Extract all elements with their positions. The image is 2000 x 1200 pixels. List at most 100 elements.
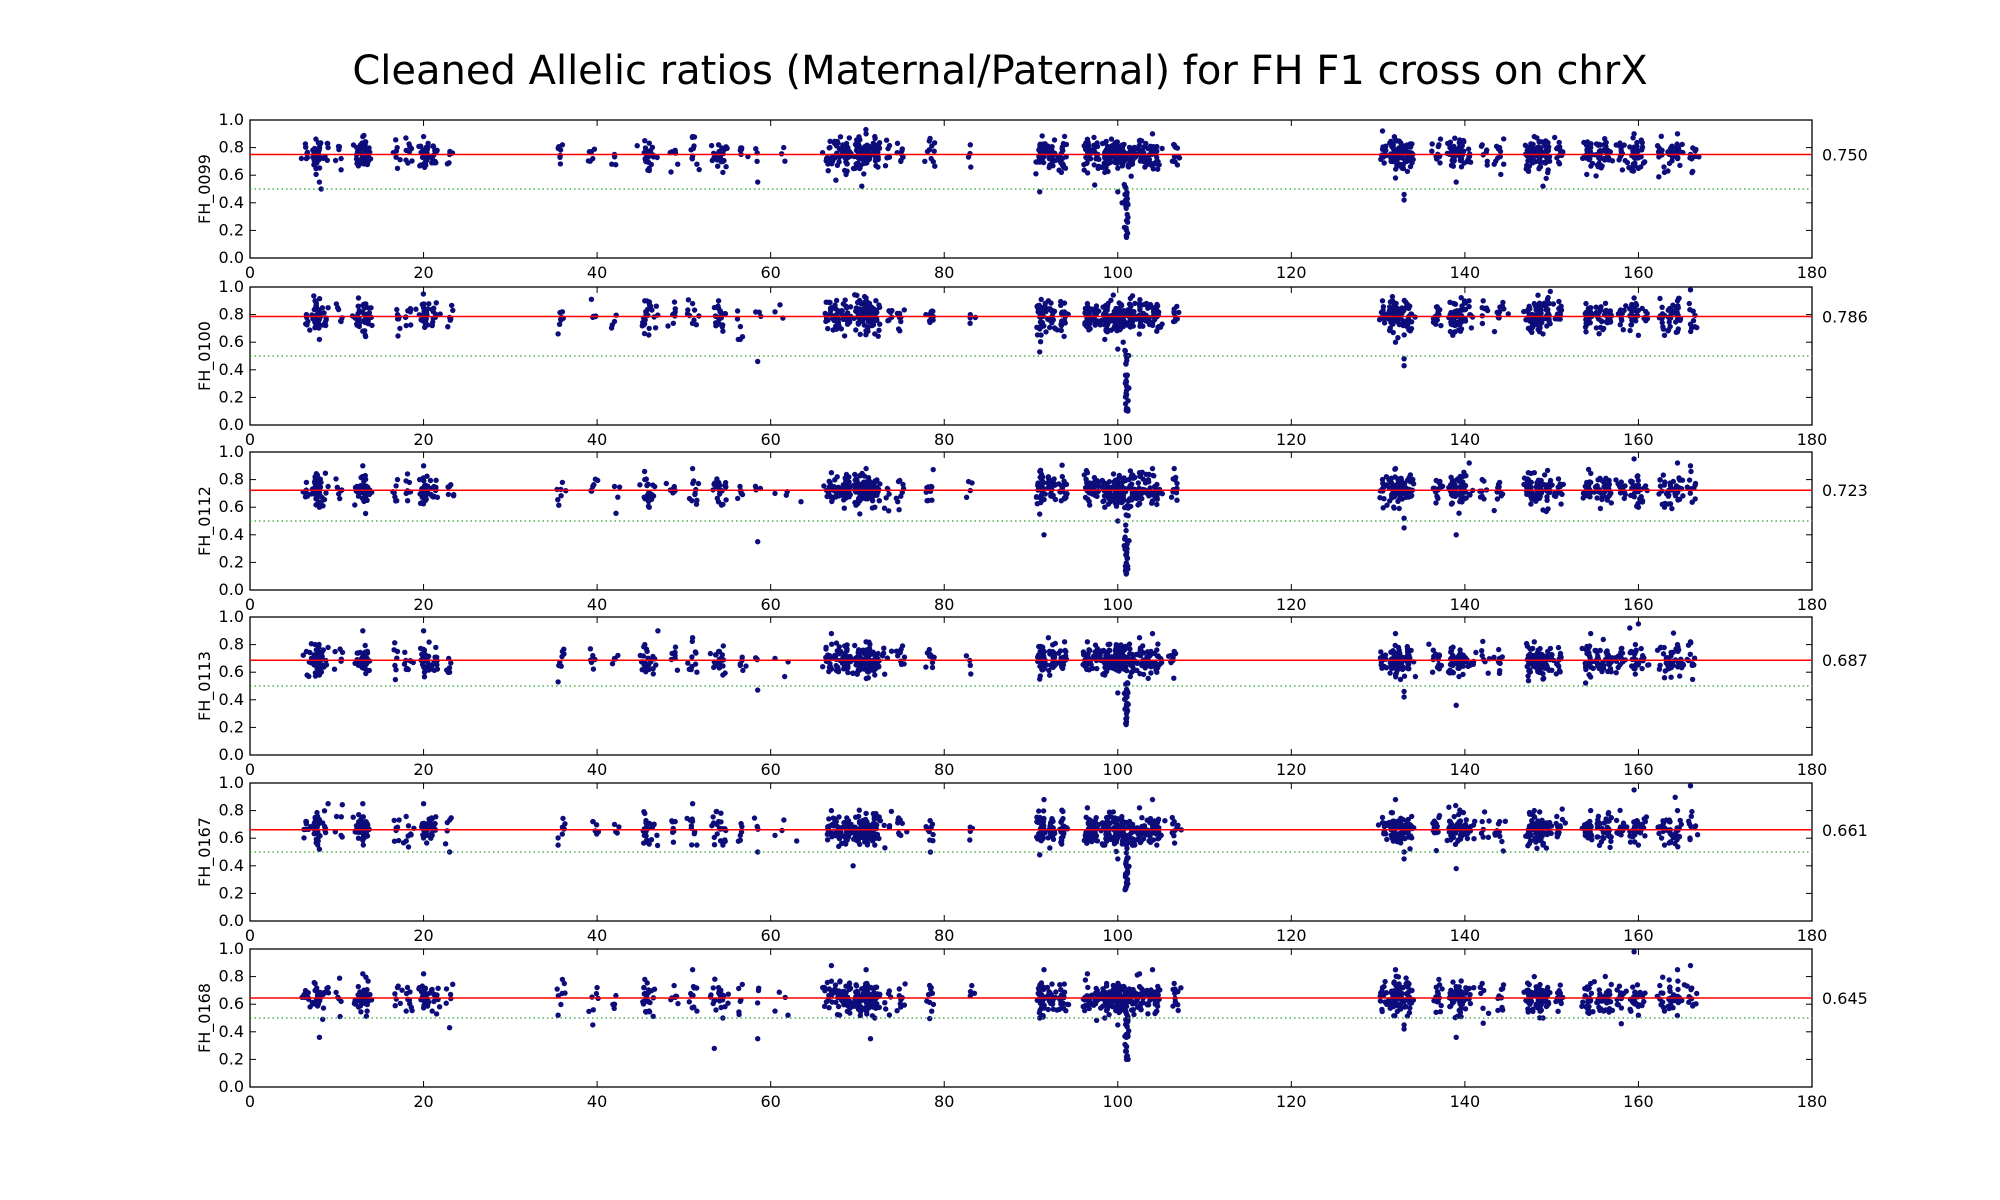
data-point: [425, 322, 431, 328]
data-point: [1661, 332, 1668, 338]
data-point: [590, 314, 596, 321]
data-point: [1048, 491, 1054, 497]
data-point: [1529, 144, 1536, 150]
data-point: [844, 161, 850, 167]
data-point: [1037, 495, 1044, 501]
data-point: [1491, 328, 1498, 335]
data-point: [421, 674, 428, 680]
data-point: [313, 321, 319, 328]
data-point: [394, 306, 400, 313]
y-axis-label: FH_0100: [195, 321, 215, 391]
data-point: [1082, 320, 1088, 326]
data-point: [972, 314, 979, 321]
data-point: [1392, 175, 1399, 181]
data-point: [720, 322, 726, 328]
data-point: [896, 507, 902, 513]
data-point: [1085, 651, 1091, 657]
data-point: [1035, 303, 1041, 309]
data-point: [1083, 476, 1089, 482]
data-point: [1544, 497, 1550, 503]
data-point: [429, 160, 435, 166]
data-point: [588, 659, 595, 666]
y-tick-label: 0.6: [219, 497, 244, 516]
data-point: [1401, 525, 1407, 531]
data-point: [1123, 643, 1129, 649]
data-point: [755, 358, 761, 365]
data-point: [1137, 305, 1143, 311]
data-point: [1132, 300, 1138, 307]
data-point: [1159, 145, 1165, 152]
y-tick-label: 1.0: [219, 442, 244, 461]
data-point: [873, 652, 879, 658]
x-tick-label: 20: [413, 263, 433, 282]
data-point: [1123, 522, 1129, 528]
data-point: [1588, 305, 1594, 311]
data-point: [356, 323, 362, 330]
data-point: [1429, 669, 1436, 675]
data-point: [1479, 320, 1486, 327]
data-point: [1061, 639, 1068, 645]
data-point: [924, 148, 931, 155]
data-point: [1593, 325, 1600, 331]
data-point: [1093, 303, 1100, 309]
data-point: [1593, 173, 1599, 179]
data-point: [1468, 325, 1475, 331]
data-point: [1102, 169, 1108, 176]
data-point: [855, 310, 861, 317]
data-point: [1588, 470, 1594, 477]
data-point: [425, 653, 432, 659]
data-point: [437, 311, 443, 317]
x-tick-label: 0: [245, 263, 255, 282]
data-point: [1496, 144, 1503, 151]
data-point: [645, 481, 651, 487]
data-point: [1633, 318, 1639, 324]
data-point: [829, 641, 835, 647]
data-point: [856, 648, 862, 655]
data-point: [311, 162, 317, 168]
data-point: [1523, 640, 1530, 647]
data-point: [352, 484, 359, 491]
data-point: [720, 328, 726, 334]
data-point: [898, 318, 904, 325]
data-point: [422, 497, 429, 504]
data-point: [1640, 160, 1647, 166]
data-point: [1621, 489, 1628, 496]
data-point: [395, 316, 402, 322]
data-point: [753, 146, 759, 152]
data-point: [1169, 158, 1176, 164]
data-point: [1525, 470, 1532, 476]
data-point: [1433, 321, 1439, 327]
data-point: [1100, 647, 1107, 654]
y-tick-label: 0.2: [219, 387, 244, 406]
data-point: [884, 155, 890, 161]
data-point: [694, 161, 700, 167]
data-point: [863, 465, 869, 472]
data-point: [325, 140, 331, 147]
data-point: [670, 320, 676, 326]
data-point: [450, 307, 456, 314]
data-point: [1404, 168, 1411, 175]
data-point: [874, 491, 880, 497]
data-point: [861, 171, 867, 177]
data-point: [1392, 642, 1398, 649]
data-point: [332, 157, 339, 164]
data-point: [1540, 331, 1546, 337]
data-point: [409, 158, 415, 164]
data-point: [559, 142, 566, 148]
data-point: [1587, 494, 1593, 500]
data-point: [772, 490, 778, 497]
data-point: [843, 471, 850, 478]
data-point: [723, 144, 729, 150]
data-point: [1491, 654, 1497, 660]
data-point: [684, 311, 691, 317]
data-point: [1389, 293, 1396, 300]
data-point: [1606, 477, 1612, 484]
x-tick-label: 140: [1450, 263, 1481, 282]
data-point: [755, 179, 761, 185]
data-point: [645, 497, 651, 504]
data-point: [1622, 157, 1628, 164]
data-point: [897, 477, 903, 484]
data-point: [557, 161, 564, 167]
